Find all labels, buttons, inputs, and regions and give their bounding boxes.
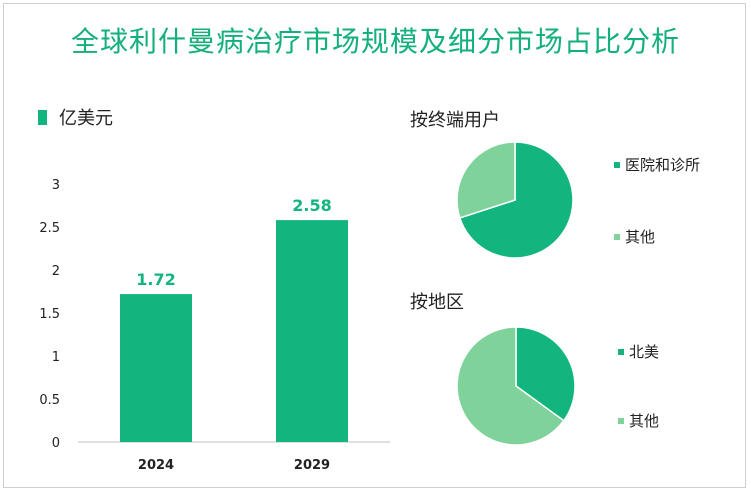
pie1-legend-label-1: 其他 bbox=[625, 228, 656, 246]
y-tick-label: 0.5 bbox=[39, 393, 60, 408]
chart-frame bbox=[3, 3, 746, 488]
pie1-legend-dot-0 bbox=[614, 161, 620, 168]
pie2-legend-dot-0 bbox=[618, 348, 624, 355]
y-tick-label: 2.5 bbox=[39, 221, 60, 236]
bar-value-label: 2.58 bbox=[292, 196, 331, 215]
bar-legend: 亿美元 bbox=[38, 104, 113, 130]
pie2-title: 按地区 bbox=[410, 292, 464, 313]
x-tick-label: 2029 bbox=[294, 458, 330, 473]
pie1-legend-dot-1 bbox=[614, 233, 620, 240]
pie1-slice-1 bbox=[456, 141, 516, 219]
pie2-slice-1 bbox=[456, 326, 565, 446]
pie2-legend-label-1: 其他 bbox=[629, 412, 660, 430]
bar-2029 bbox=[276, 220, 348, 442]
pie2-legend-item-1: 其他 bbox=[618, 410, 659, 431]
pie2-legend-label-0: 北美 bbox=[629, 343, 660, 361]
page-title: 全球利什曼病治疗市场规模及细分市场占比分析 bbox=[70, 25, 680, 58]
y-tick-label: 0 bbox=[52, 436, 60, 451]
y-tick-label: 1.5 bbox=[39, 307, 60, 322]
legend-swatch bbox=[38, 109, 47, 125]
bar-value-label: 1.72 bbox=[136, 270, 175, 289]
pie2-legend-item-0: 北美 bbox=[618, 341, 659, 362]
bar-2024 bbox=[120, 294, 192, 442]
pie2-legend-dot-1 bbox=[618, 417, 624, 424]
pie2-slice-0 bbox=[515, 326, 576, 422]
pie1-legend-label-0: 医院和诊所 bbox=[625, 156, 701, 174]
y-tick-label: 2 bbox=[52, 264, 60, 279]
pie1-legend-item-1: 其他 bbox=[614, 226, 655, 247]
pie1-legend-item-0: 医院和诊所 bbox=[614, 154, 700, 175]
pie1-title: 按终端用户 bbox=[410, 110, 500, 131]
y-tick-label: 3 bbox=[52, 178, 60, 193]
y-tick-label: 1 bbox=[52, 350, 60, 365]
legend-label: 亿美元 bbox=[59, 108, 113, 129]
x-tick-label: 2024 bbox=[138, 458, 174, 473]
pie1-slice-0 bbox=[458, 141, 574, 259]
